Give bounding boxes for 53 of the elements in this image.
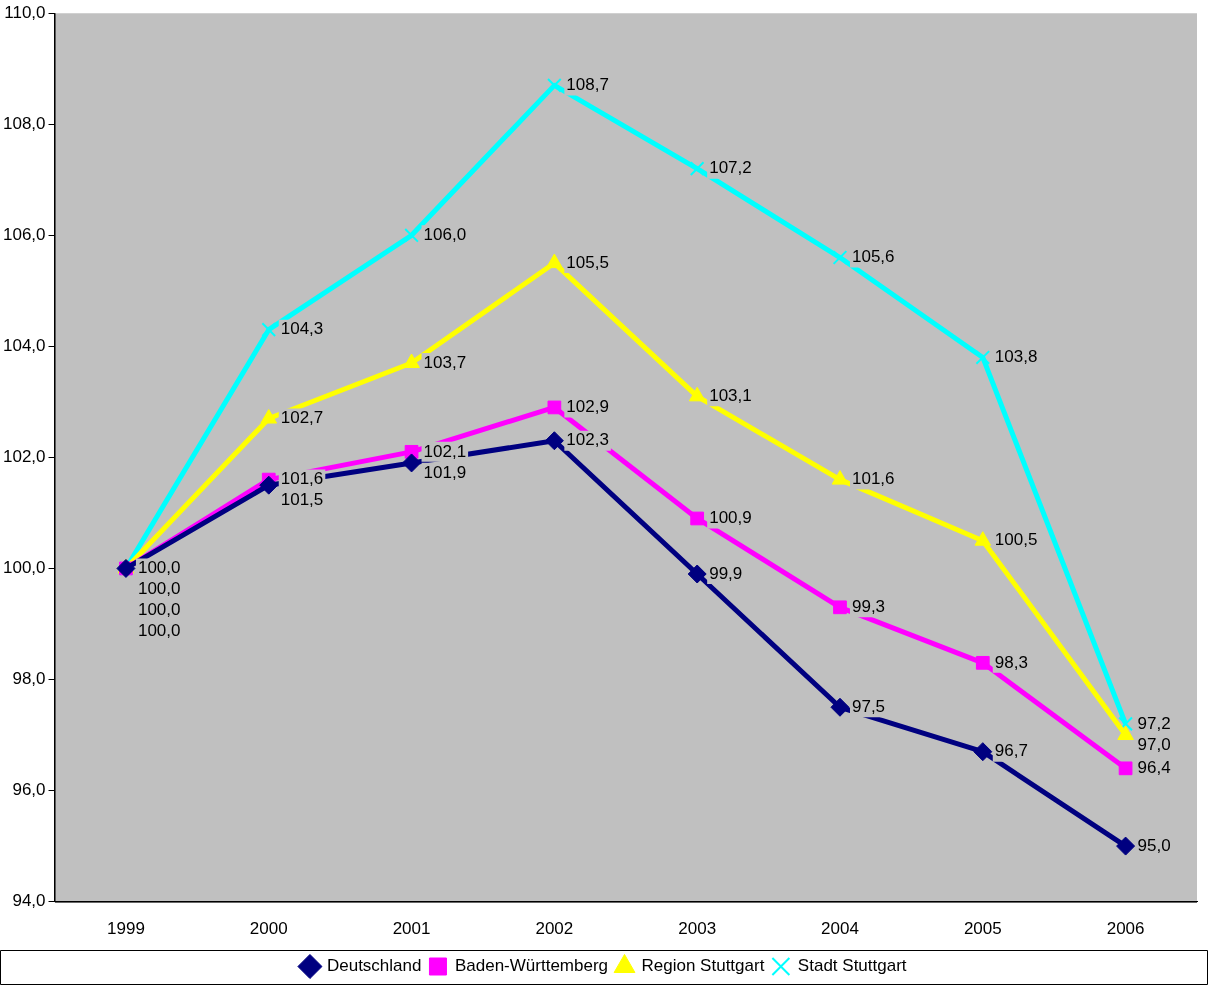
data-label: 98,3 — [994, 652, 1028, 672]
x-tick-label: 2004 — [821, 919, 859, 939]
data-label: 104,3 — [280, 319, 324, 339]
data-label: 101,9 — [423, 462, 467, 482]
data-label: 101,5 — [280, 490, 324, 510]
data-label: 95,0 — [1137, 835, 1171, 855]
legend-label: Deutschland — [326, 956, 422, 976]
x-tick-label: 2000 — [249, 919, 288, 939]
legend-label: Region Stuttgart — [641, 956, 765, 976]
y-tick-label: 100,0 — [2, 558, 46, 578]
data-label: 103,8 — [994, 347, 1038, 367]
y-tick-label: 106,0 — [2, 224, 46, 244]
x-tick-label: 1999 — [107, 919, 145, 939]
y-tick-label: 108,0 — [2, 113, 46, 133]
data-label: 102,9 — [566, 397, 609, 417]
data-label: 102,1 — [423, 441, 467, 461]
data-label: 97,0 — [1137, 734, 1171, 754]
data-label: 97,2 — [1137, 713, 1171, 733]
legend-label: Stadt Stuttgart — [797, 956, 907, 976]
y-tick-label: 94,0 — [12, 891, 46, 911]
data-label: 100,0 — [137, 579, 181, 599]
y-tick-label: 102,0 — [2, 447, 46, 467]
data-label: 105,6 — [851, 247, 895, 267]
data-label: 100,5 — [994, 530, 1038, 550]
legend-label: Baden-Württemberg — [454, 956, 609, 976]
data-label: 96,4 — [1137, 758, 1171, 778]
y-tick-label: 98,0 — [12, 669, 46, 689]
data-label: 103,7 — [423, 352, 467, 372]
data-label: 100,0 — [137, 600, 181, 620]
y-tick-label: 96,0 — [12, 780, 46, 800]
data-label: 106,0 — [423, 224, 467, 244]
data-label: 102,7 — [280, 408, 324, 428]
data-label: 100,9 — [709, 508, 752, 528]
data-label: 108,7 — [566, 75, 609, 95]
x-tick-label: 2002 — [535, 919, 574, 939]
x-tick-label: 2006 — [1106, 919, 1145, 939]
data-label: 105,5 — [566, 252, 609, 272]
x-tick-label: 2005 — [963, 919, 1002, 939]
y-tick-label: 104,0 — [2, 336, 46, 356]
data-label: 100,0 — [137, 621, 181, 641]
data-label: 102,3 — [566, 430, 609, 450]
data-label: 107,2 — [709, 158, 752, 178]
data-label: 103,1 — [709, 386, 752, 406]
data-label: 100,0 — [137, 558, 181, 578]
data-label: 97,5 — [851, 696, 886, 716]
y-tick-label: 110,0 — [4, 2, 46, 22]
data-label: 101,6 — [851, 469, 895, 489]
data-label: 101,6 — [280, 469, 324, 489]
data-label: 99,9 — [709, 563, 743, 583]
x-tick-label: 2003 — [678, 919, 717, 939]
data-label: 99,3 — [851, 597, 886, 617]
data-label: 96,7 — [994, 741, 1028, 761]
x-tick-label: 2001 — [392, 919, 431, 939]
